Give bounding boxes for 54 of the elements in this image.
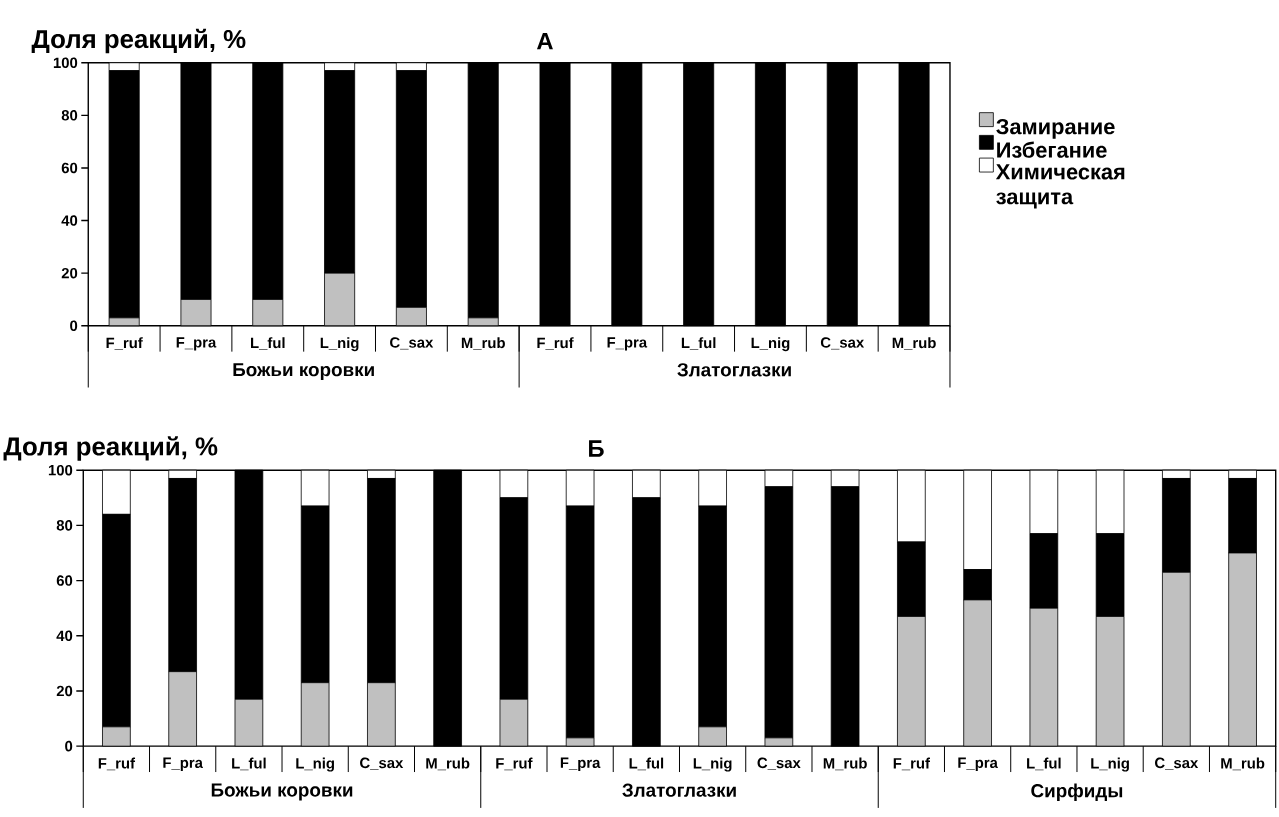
y-tick-label: 60	[61, 162, 78, 174]
y-tick-label: 0	[70, 320, 78, 332]
x-tick-label: M_rub	[426, 757, 470, 771]
x-tick-label: L_ful	[1027, 757, 1061, 771]
x-tick-label: F_pra	[176, 337, 217, 351]
x-tick-label: F_ruf	[893, 757, 930, 771]
legend-label: Избегание	[997, 141, 1107, 158]
text: Златоглазки	[622, 783, 736, 797]
x-tick-label: F_pra	[163, 757, 204, 772]
x-tick-label: F_pra	[560, 757, 601, 772]
legend-label: Замирание	[996, 118, 1115, 139]
text: Златоглазки	[677, 363, 791, 377]
x-tick-label: L_ful	[681, 337, 716, 350]
x-tick-label: L_ful	[251, 337, 285, 350]
y-tick-label: 60	[56, 575, 73, 586]
x-tick-label: L_nig	[296, 757, 334, 772]
x-tick-label: M_rub	[1221, 757, 1265, 771]
x-tick-label: L_ful	[232, 757, 266, 771]
x-tick-label: L_ful	[629, 757, 664, 771]
x-tick-label: M_rub	[461, 337, 505, 350]
y-tick-label: 20	[56, 685, 73, 697]
y-tick-label: 100	[53, 57, 78, 69]
x-tick-label: C_sax	[1155, 757, 1199, 770]
x-tick-label: F_ruf	[537, 337, 574, 350]
x-tick-label: F_ruf	[106, 337, 143, 350]
legend-label: Химическая защита	[995, 164, 1125, 209]
x-tick-label: F_pra	[958, 757, 998, 772]
x-tick-label: L_nig	[693, 757, 732, 772]
text: Божьи коровки	[233, 363, 374, 381]
x-tick-label: M_rub	[892, 337, 936, 350]
x-tick-label: L_nig	[1091, 757, 1129, 772]
x-tick-label: F_ruf	[496, 757, 533, 771]
y-tick-label: 40	[61, 215, 78, 226]
y-tick-label: 100	[48, 464, 73, 476]
x-tick-label: L_nig	[320, 337, 359, 352]
x-tick-label: M_rub	[823, 757, 867, 771]
x-tick-label: C_sax	[390, 337, 434, 350]
x-tick-label: C_sax	[360, 757, 404, 770]
y-tick-label: 20	[61, 267, 78, 279]
x-tick-label: C_sax	[820, 337, 865, 350]
y-axis-title: Доля реакций, %	[3, 436, 218, 461]
x-tick-label: F_ruf	[98, 757, 136, 771]
y-tick-label: 40	[56, 630, 73, 642]
chart-title: Б	[589, 440, 604, 457]
y-tick-label: 80	[61, 110, 78, 121]
chart-title: А	[536, 32, 553, 50]
text: Сирфиды	[1031, 783, 1123, 802]
y-tick-label: 80	[56, 520, 73, 531]
x-tick-label: C_sax	[757, 757, 801, 770]
x-tick-label: F_pra	[607, 337, 648, 351]
y-axis-title: Доля реакций, %	[31, 28, 246, 54]
text: Божьи коровки	[211, 783, 353, 801]
y-tick-label: 0	[65, 740, 73, 752]
x-tick-label: L_nig	[751, 337, 790, 352]
